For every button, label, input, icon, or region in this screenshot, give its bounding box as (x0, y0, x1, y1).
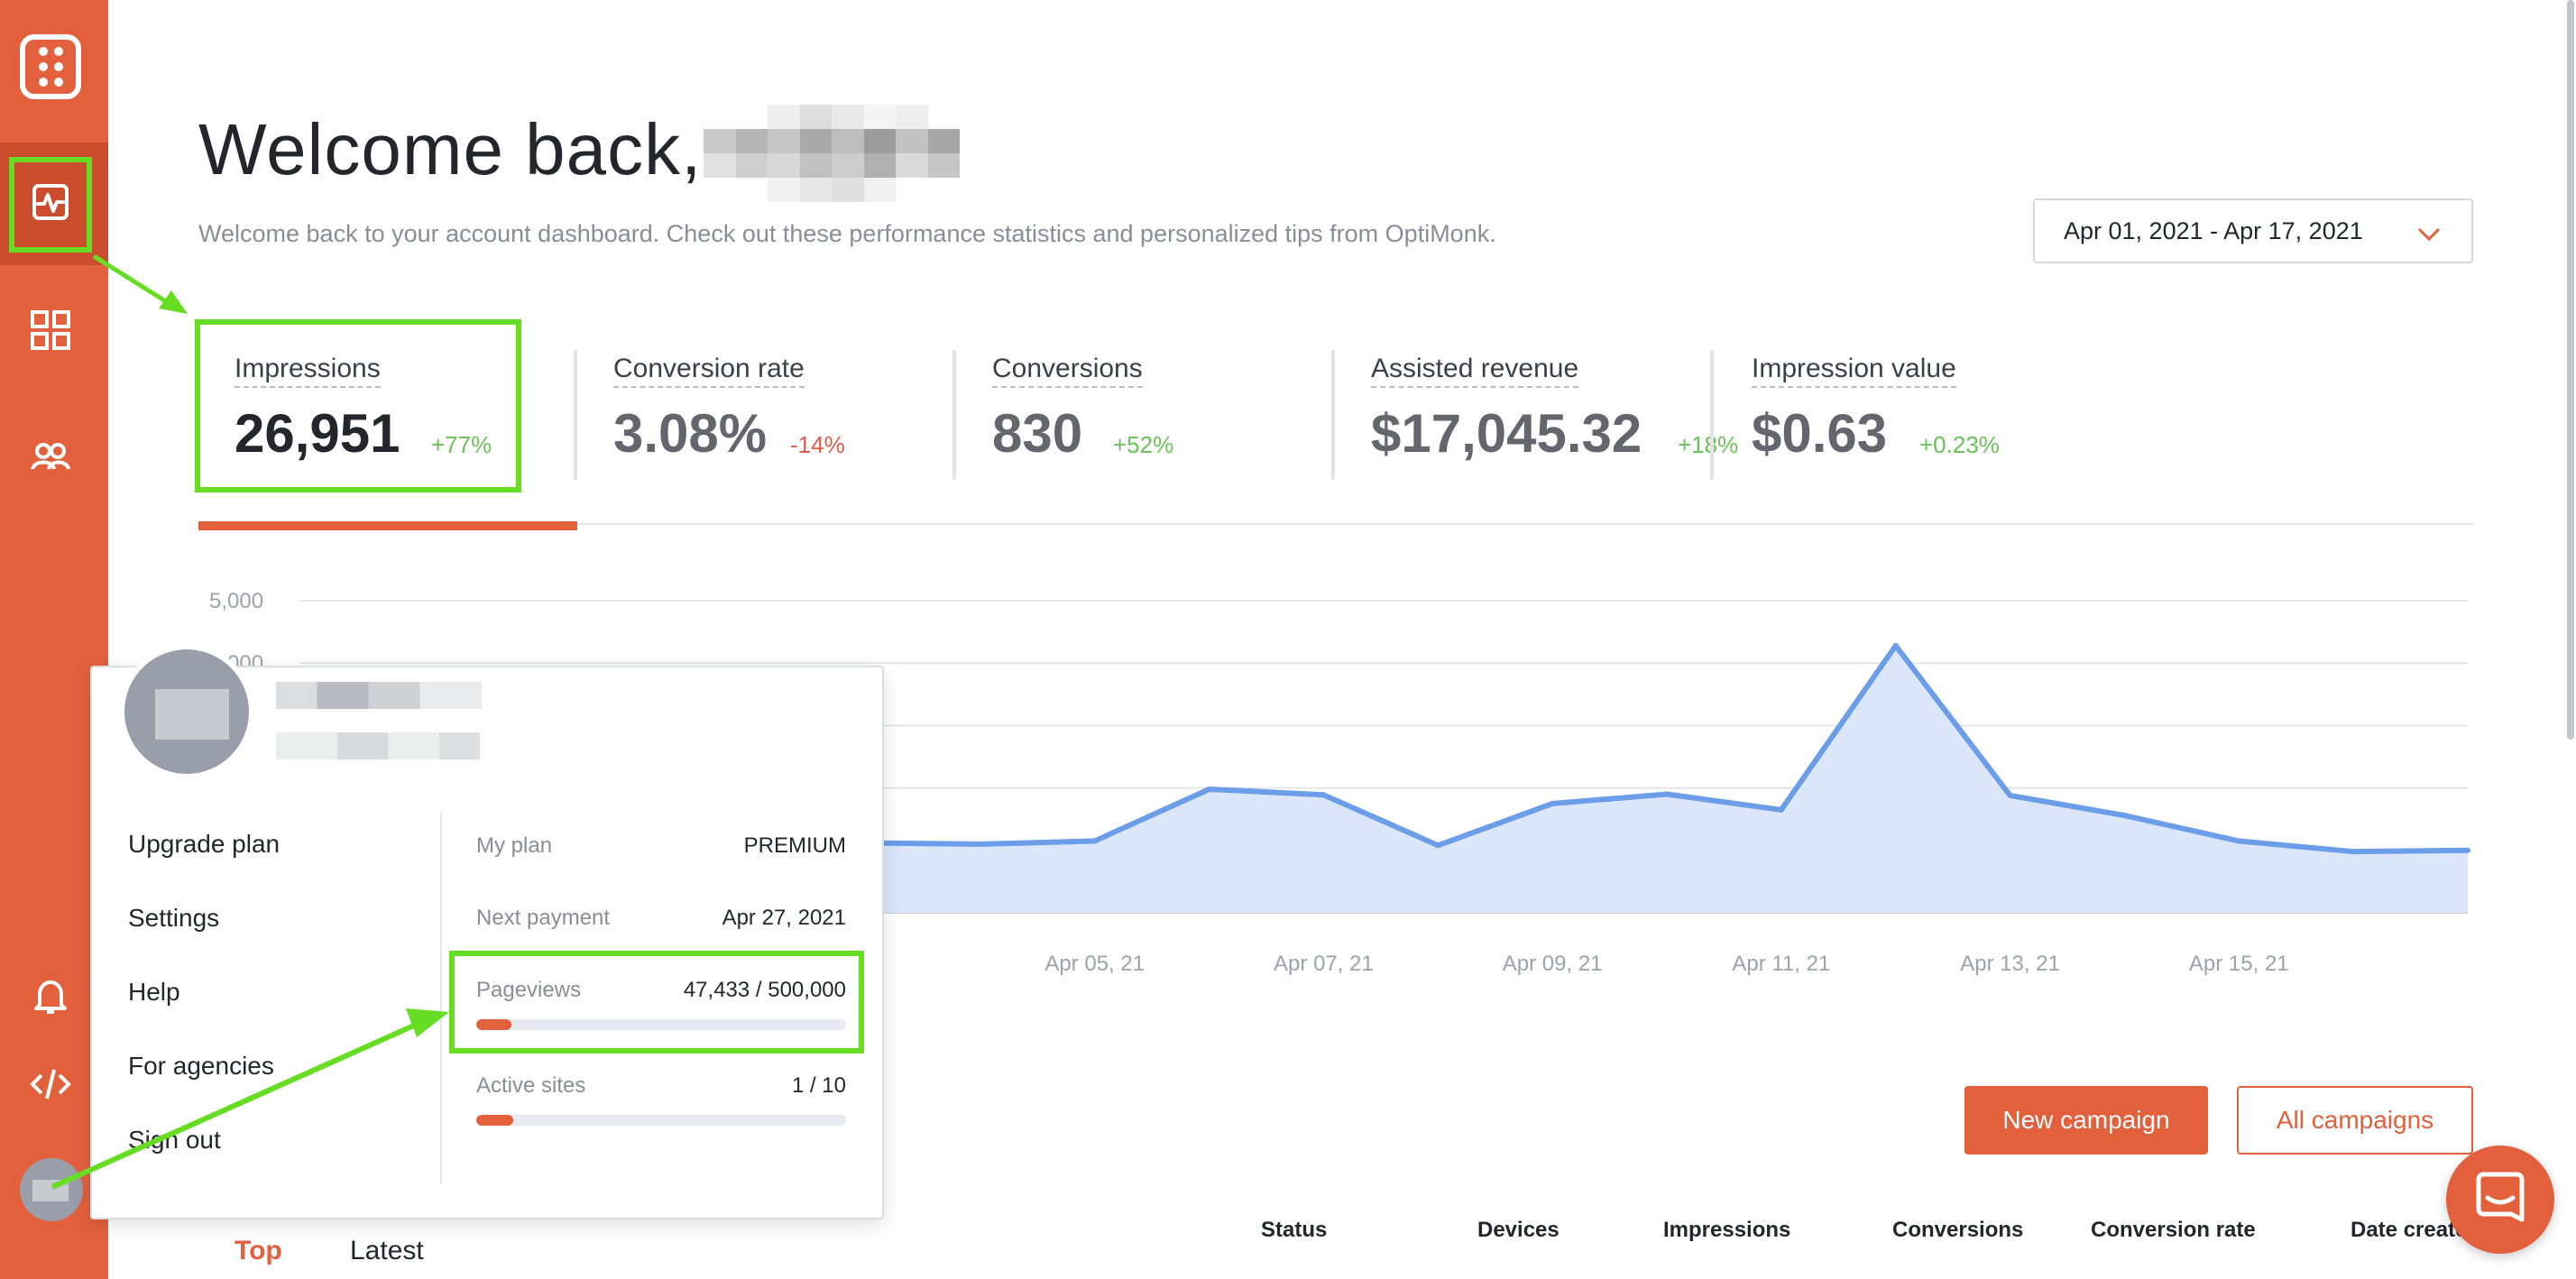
grid-icon[interactable] (27, 307, 74, 354)
pageviews-label: Pageviews (476, 978, 582, 1002)
code-icon[interactable] (27, 1061, 74, 1108)
tab-latest[interactable]: Latest (350, 1236, 424, 1265)
all-campaigns-button[interactable]: All campaigns (2237, 1086, 2473, 1155)
profile-name-redacted (276, 682, 482, 709)
page-subtitle: Welcome back to your account dashboard. … (198, 220, 1496, 247)
kpi-impression-value[interactable]: Impression value $0.63 +0.23% (1752, 354, 2000, 464)
menu-item-upgrade-plan[interactable]: Upgrade plan (128, 830, 281, 858)
kpi-change: +18% (1678, 431, 1739, 458)
kpi-conversion-rate[interactable]: Conversion rate 3.08% -14% (613, 354, 845, 464)
kpi-assisted-revenue[interactable]: Assisted revenue $17,045.32 +18% (1371, 354, 1738, 464)
x-tick-label: Apr 09, 21 (1503, 952, 1603, 976)
y-tick-label: 5,000 (209, 589, 263, 613)
kpi-value: $0.63 (1752, 403, 1888, 464)
kpi-value: 830 (992, 403, 1083, 464)
kpi-change: +52% (1113, 431, 1174, 458)
analytics-icon[interactable] (27, 179, 74, 225)
chart-area (866, 645, 2468, 913)
x-tick-label: Apr 05, 21 (1044, 952, 1145, 976)
kpi-conversions[interactable]: Conversions 830 +52% (992, 354, 1173, 464)
data-point[interactable] (977, 841, 983, 847)
new-campaign-button[interactable]: New campaign (1964, 1086, 2208, 1155)
column-header-impressions[interactable]: Impressions (1663, 1218, 1791, 1242)
kpi-change: +0.23% (1919, 431, 2000, 458)
kpi-value: 26,951 (235, 403, 400, 464)
plan-label: My plan (476, 833, 553, 858)
x-tick-label: Apr 07, 21 (1274, 952, 1374, 976)
data-point[interactable] (2121, 813, 2128, 819)
column-header-conversions[interactable]: Conversions (1892, 1218, 2024, 1242)
tab-top[interactable]: Top (235, 1236, 282, 1265)
column-header-devices[interactable]: Devices (1477, 1218, 1559, 1242)
kpi-divider (952, 350, 956, 480)
pageviews-value: 47,433 / 500,000 (683, 978, 846, 1002)
bell-icon[interactable] (27, 972, 74, 1019)
kpi-label: Conversions (992, 354, 1143, 388)
kpi-label: Impressions (235, 354, 381, 388)
chevron-down-icon (2417, 227, 2441, 242)
data-point[interactable] (2007, 792, 2013, 798)
popup-divider (440, 812, 442, 1183)
logo-icon[interactable] (20, 34, 81, 99)
kpi-label: Conversion rate (613, 354, 805, 388)
plan-value: PREMIUM (743, 833, 846, 858)
user-avatar-button[interactable] (20, 1158, 83, 1221)
data-point[interactable] (1550, 800, 1556, 806)
kpi-impressions[interactable]: Impressions 26,951 +77% (235, 354, 492, 464)
menu-item-help[interactable]: Help (128, 978, 180, 1006)
kpi-label: Impression value (1752, 354, 1956, 388)
x-tick-label: Apr 13, 21 (1960, 952, 2060, 976)
kpi-divider (1710, 350, 1714, 480)
column-header-date-created[interactable]: Date create (2351, 1218, 2468, 1242)
data-point[interactable] (1664, 791, 1670, 797)
kpi-value: 3.08% (613, 403, 768, 464)
active-sites-progress (476, 1115, 846, 1126)
data-point[interactable] (2351, 849, 2357, 855)
pageviews-progress (476, 1019, 846, 1030)
data-point[interactable] (1091, 838, 1098, 844)
active-sites-label: Active sites (476, 1073, 586, 1098)
data-point[interactable] (1206, 786, 1212, 792)
x-tick-label: Apr 15, 21 (2189, 952, 2289, 976)
data-point[interactable] (1892, 642, 1899, 649)
date-range-value: Apr 01, 2021 - Apr 17, 2021 (2064, 216, 2363, 244)
profile-avatar (119, 644, 254, 779)
profile-email-redacted (276, 732, 480, 759)
data-point[interactable] (2465, 847, 2470, 853)
menu-item-sign-out[interactable]: Sign out (128, 1126, 221, 1154)
date-range-picker[interactable]: Apr 01, 2021 - Apr 17, 2021 (2033, 198, 2473, 263)
kpi-baseline (198, 523, 2473, 525)
kpi-active-indicator (198, 521, 577, 530)
kpi-divider (1331, 350, 1335, 480)
menu-item-settings[interactable]: Settings (128, 904, 220, 932)
sidebar-analytics-highlight (9, 157, 92, 253)
data-point[interactable] (1435, 842, 1441, 849)
next-payment-value: Apr 27, 2021 (722, 906, 846, 930)
chat-icon (2476, 1172, 2525, 1222)
kpi-divider (574, 350, 577, 480)
column-header-conversion-rate[interactable]: Conversion rate (2091, 1218, 2256, 1242)
column-header-status[interactable]: Status (1261, 1218, 1328, 1242)
chat-button[interactable] (2446, 1146, 2554, 1254)
active-sites-value: 1 / 10 (791, 1073, 846, 1098)
menu-item-for-agencies[interactable]: For agencies (128, 1052, 274, 1080)
x-tick-label: Apr 11, 21 (1732, 952, 1830, 976)
data-point[interactable] (1778, 806, 1784, 813)
data-point[interactable] (1320, 792, 1327, 798)
pageviews-highlight (449, 951, 864, 1054)
user-name-redacted (704, 105, 960, 202)
next-payment-label: Next payment (476, 906, 611, 930)
page-scrollbar[interactable] (2567, 0, 2574, 740)
data-point[interactable] (2236, 838, 2242, 844)
active-sites-progress-fill (476, 1115, 513, 1126)
kpi-label: Assisted revenue (1371, 354, 1579, 388)
kpi-change: -14% (790, 431, 845, 458)
users-icon[interactable] (27, 433, 74, 480)
pageviews-progress-fill (476, 1019, 511, 1030)
kpi-change: +77% (431, 431, 492, 458)
page-title: Welcome back, (198, 109, 703, 189)
kpi-impressions-highlight (195, 319, 521, 492)
kpi-value: $17,045.32 (1371, 403, 1642, 464)
